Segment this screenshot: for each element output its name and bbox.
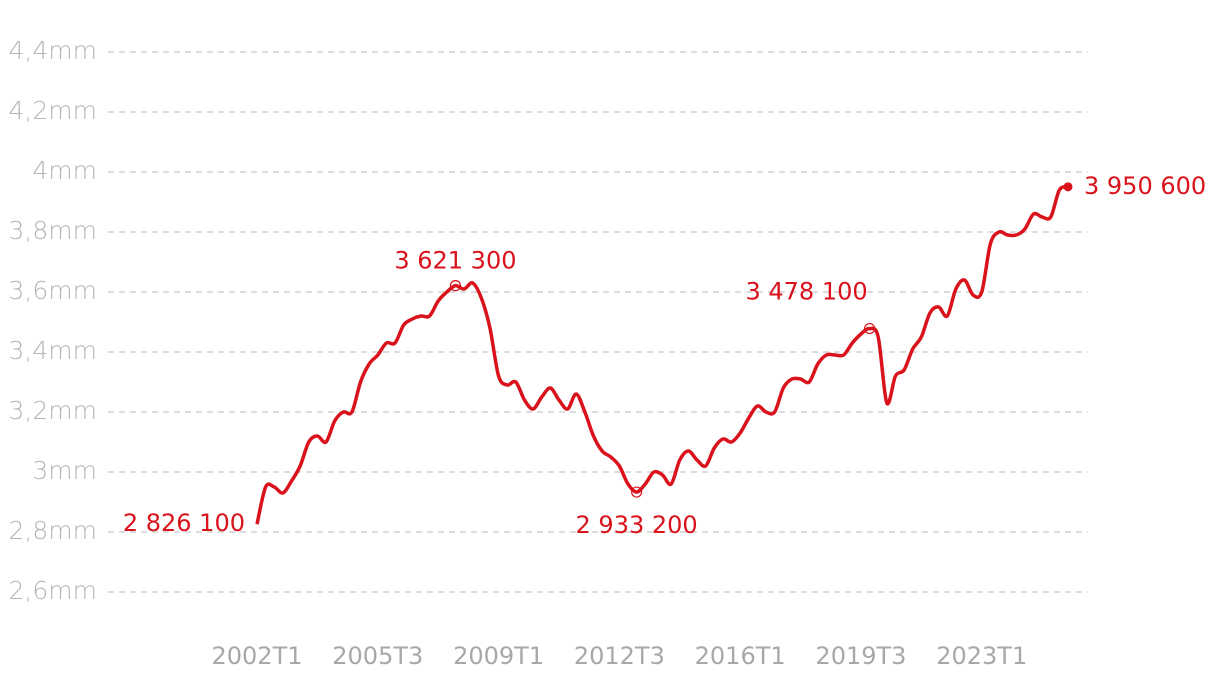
marker [863,322,876,335]
y-tick-label: 4,2mm [9,96,97,125]
x-tick-label: 2012T3 [574,642,665,670]
series-line [255,185,1069,525]
y-tick-label: 3,2mm [9,396,97,425]
y-tick-label: 2,6mm [9,576,97,605]
y-tick-label: 3,6mm [9,276,97,305]
x-tick-label: 2005T3 [332,642,423,670]
value-label: 2 826 100 [123,509,245,537]
y-tick-label: 2,8mm [9,516,97,545]
value-label: 3 621 300 [394,247,516,275]
value-label: 2 933 200 [576,511,698,539]
y-tick-label: 3,4mm [9,336,97,365]
value-label: 3 478 100 [745,278,867,306]
marker [449,280,462,292]
marker [631,486,643,498]
x-tick-label: 2016T1 [695,642,786,670]
value-label: 3 950 600 [1084,172,1206,200]
x-tick-label: 2009T1 [453,642,544,670]
x-tick-label: 2019T3 [815,642,906,670]
x-tick-label: 2002T1 [211,642,302,670]
x-tick-label: 2023T1 [936,642,1027,670]
end-marker [1063,182,1073,192]
y-tick-label: 4,4mm [9,36,97,65]
y-tick-label: 3,8mm [9,216,97,245]
y-tick-label: 4mm [32,156,97,185]
y-tick-label: 3mm [32,456,97,485]
